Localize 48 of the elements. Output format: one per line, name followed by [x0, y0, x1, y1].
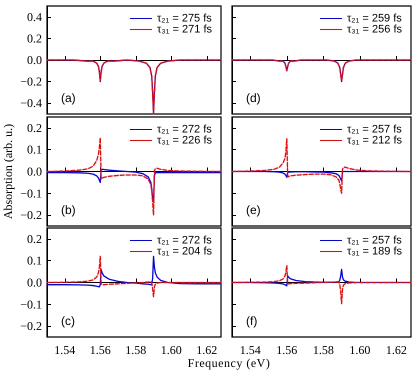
annotation: (d) — [246, 91, 261, 105]
x-tick-label: 1.56 — [276, 343, 298, 357]
y-tick-label: 0.2 — [27, 120, 42, 135]
x-tick-label: 1.60 — [349, 343, 370, 357]
x-tick-label: 1.62 — [196, 343, 218, 357]
line-series — [46, 256, 222, 288]
y-tick-label: −0.2 — [20, 208, 42, 222]
y-tick-label: −0.2 — [20, 319, 42, 334]
legend-label: τ₃₁ = 271 fs — [156, 24, 212, 36]
legend-label: τ₂₁ = 272 fs — [156, 124, 212, 136]
annotation: (a) — [61, 91, 76, 105]
line-series — [46, 137, 222, 216]
legend-label: τ₃₁ = 256 fs — [346, 24, 402, 36]
y-tick-label: 0.2 — [27, 31, 42, 46]
annotation: (f) — [246, 314, 258, 328]
y-tick-label: 0.2 — [27, 232, 42, 246]
y-tick-label: 0.1 — [27, 254, 42, 268]
y-tick-label: 0.1 — [27, 142, 42, 157]
y-axis-title: Absorption (arb. u.) — [1, 124, 15, 220]
annotation: (b) — [61, 203, 76, 217]
y-tick-label: −0.4 — [20, 96, 42, 110]
annotation: (e) — [246, 203, 261, 217]
x-tick-label: 1.58 — [125, 343, 146, 357]
legend-label: τ₂₁ = 257 fs — [346, 234, 402, 246]
y-tick-label: −0.2 — [20, 74, 42, 89]
y-tick-label: −0.1 — [20, 297, 42, 312]
line-series — [46, 256, 222, 298]
legend-label: τ₃₁ = 226 fs — [156, 134, 212, 146]
legend-label: τ₂₁ = 272 fs — [156, 234, 212, 246]
legend-label: τ₃₁ = 204 fs — [156, 246, 212, 258]
legend-label: τ₃₁ = 189 fs — [346, 246, 402, 258]
y-tick-label: 0.0 — [27, 276, 42, 290]
x-tick-label: 1.54 — [240, 343, 261, 357]
x-tick-label: 1.58 — [312, 343, 334, 357]
legend-label: τ₃₁ = 212 fs — [346, 134, 402, 146]
x-axis-title: Frequency (eV) — [188, 356, 270, 371]
x-tick-label: 1.60 — [160, 343, 182, 357]
y-tick-label: −0.1 — [20, 186, 42, 200]
y-tick-label: 0.0 — [27, 164, 42, 178]
y-tick-label: 0.4 — [27, 10, 42, 24]
legend-label: τ₂₁ = 257 fs — [346, 124, 402, 136]
annotation: (c) — [61, 314, 75, 328]
x-tick-label: 1.56 — [90, 343, 111, 357]
legend-label: τ₂₁ = 275 fs — [156, 12, 212, 24]
y-tick-label: 0.0 — [27, 53, 42, 67]
x-tick-label: 1.54 — [54, 343, 76, 357]
legend-label: τ₂₁ = 259 fs — [346, 12, 402, 24]
x-tick-label: 1.62 — [386, 343, 407, 357]
